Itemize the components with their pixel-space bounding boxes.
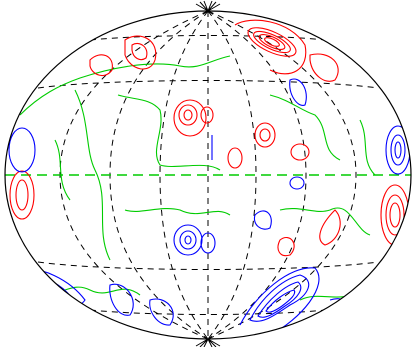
parallel-line (37, 261, 379, 270)
meridian-line (159, 11, 209, 339)
contour-cluster (173, 224, 216, 256)
meridian-line (207, 11, 257, 339)
parallel-line (89, 35, 327, 41)
contour-cluster (19, 268, 174, 326)
contour-cluster (234, 19, 307, 75)
contour-cluster (211, 78, 350, 319)
parallel-line (37, 80, 379, 89)
negative-contours (8, 78, 411, 336)
contour-cluster (8, 125, 411, 175)
contour-cluster (9, 170, 410, 246)
contour-cluster (239, 267, 320, 336)
meridian-line (207, 11, 357, 339)
positive-contours (9, 19, 410, 257)
contour-cluster (89, 35, 157, 77)
contour-cluster (173, 99, 214, 137)
contour-cluster (227, 53, 341, 257)
meridian-line (207, 11, 307, 339)
map-boundary (4, 10, 412, 340)
pole-markers (195, 0, 221, 347)
